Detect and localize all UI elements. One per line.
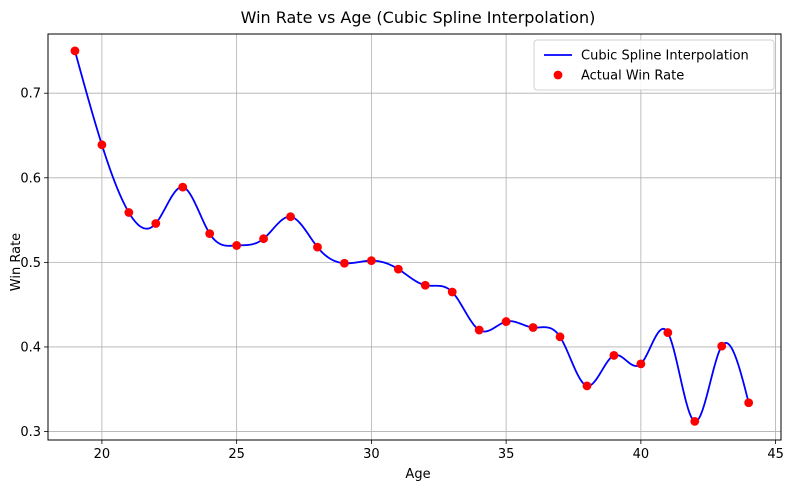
x-tick-label: 20 xyxy=(94,447,111,462)
data-point xyxy=(474,325,484,335)
data-point xyxy=(259,234,268,244)
data-point xyxy=(555,332,565,342)
y-axis-title: Win Rate xyxy=(9,233,24,291)
series-line-group xyxy=(74,50,750,423)
data-point xyxy=(690,416,700,426)
data-point xyxy=(582,381,592,391)
data-point xyxy=(447,287,457,297)
legend-label-actual: Actual Win Rate xyxy=(581,69,684,84)
x-tick-label: 25 xyxy=(228,447,245,462)
x-tick-label: 40 xyxy=(633,447,650,462)
data-point xyxy=(636,359,646,369)
data-point xyxy=(178,182,188,192)
legend-label-spline: Cubic Spline Interpolation xyxy=(581,49,749,64)
data-point xyxy=(501,317,511,326)
series-points-group xyxy=(70,46,754,426)
x-axis-ticks: 20 25 30 35 40 45 xyxy=(94,440,784,462)
plot-frame xyxy=(47,33,782,441)
data-point xyxy=(340,258,349,268)
data-point xyxy=(663,328,673,337)
spline-series-line xyxy=(74,50,750,423)
legend-point-swatch xyxy=(553,70,563,80)
y-tick-label: 0.6 xyxy=(20,171,41,186)
x-tick-label: 45 xyxy=(767,447,784,462)
chart-title: Win Rate vs Age (Cubic Spline Interpolat… xyxy=(241,8,596,27)
data-point xyxy=(232,241,242,250)
data-point xyxy=(744,398,754,408)
data-point xyxy=(205,229,215,239)
data-point xyxy=(393,264,403,274)
x-tick-label: 35 xyxy=(498,447,515,462)
y-tick-label: 0.4 xyxy=(20,340,41,355)
data-point xyxy=(124,208,134,217)
data-point xyxy=(151,219,161,228)
data-point xyxy=(313,242,322,252)
y-tick-label: 0.3 xyxy=(20,425,41,440)
legend-box xyxy=(533,39,775,91)
data-point xyxy=(366,256,376,266)
x-tick-label: 30 xyxy=(363,447,380,462)
legend: Cubic Spline Interpolation Actual Win Rat… xyxy=(533,39,775,91)
data-point xyxy=(70,46,80,56)
grid-lines xyxy=(48,34,781,440)
data-point xyxy=(609,351,619,360)
y-tick-label: 0.5 xyxy=(20,256,41,271)
data-point xyxy=(528,323,538,332)
y-tick-label: 0.7 xyxy=(20,87,41,102)
y-axis-ticks: 0.3 0.4 0.5 0.6 0.7 xyxy=(20,87,48,440)
x-axis-title: Age xyxy=(405,467,430,482)
data-point xyxy=(286,212,295,222)
data-point xyxy=(97,140,107,150)
data-point xyxy=(420,280,430,290)
data-point xyxy=(717,341,727,351)
